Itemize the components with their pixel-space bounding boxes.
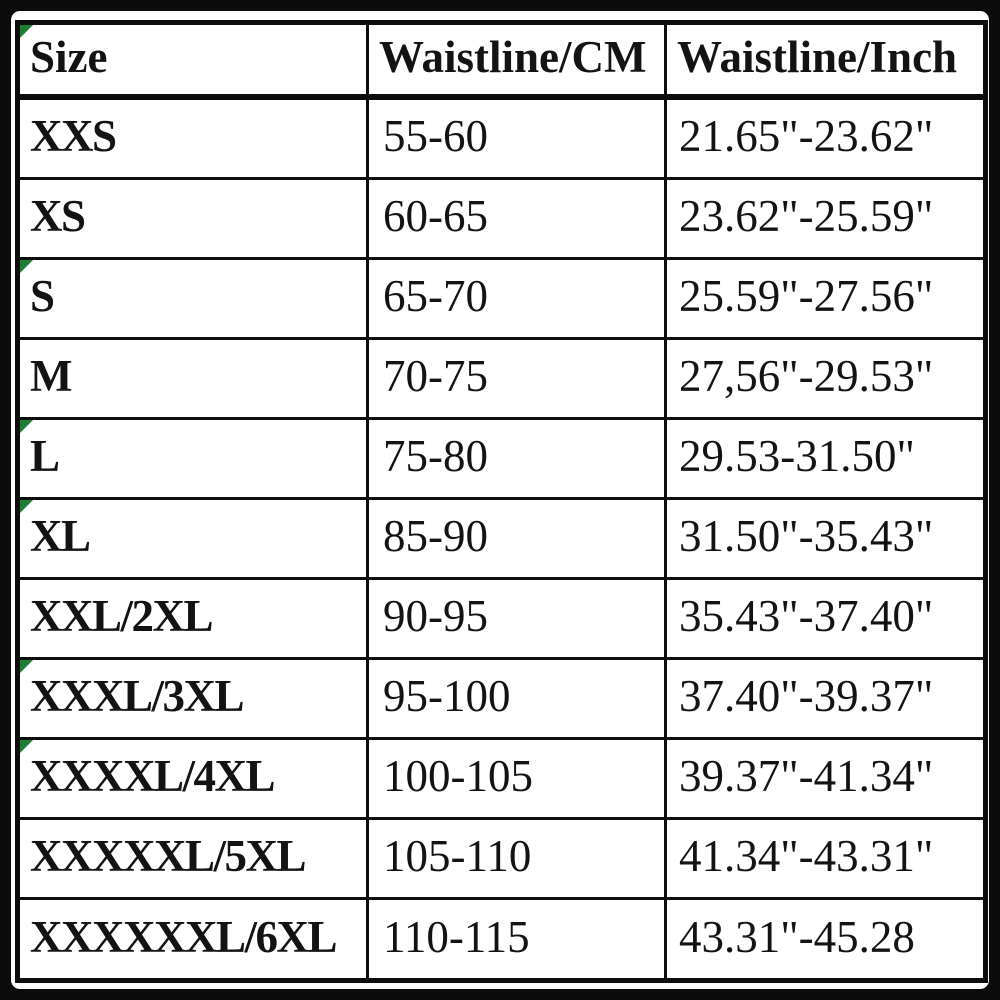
inch-value: 39.37"-41.34" (679, 751, 934, 802)
size-chart-table: Size Waistline/CM Waistline/Inch XXS 55-… (15, 20, 988, 983)
cm-value: 70-75 (383, 351, 488, 402)
table-row: XXXXXL/5XL 105-110 41.34"-43.31" (16, 817, 987, 901)
inch-cell: 37.40"-39.37" (664, 657, 987, 741)
paper-panel: Size Waistline/CM Waistline/Inch XXS 55-… (11, 11, 989, 989)
table-row: S 65-70 25.59"-27.56" (16, 257, 987, 341)
size-value: XXS (30, 110, 117, 161)
cm-value: 100-105 (383, 751, 533, 802)
inch-value: 23.62"-25.59" (679, 191, 934, 242)
table-row: XXL/2XL 90-95 35.43"-37.40" (16, 577, 987, 661)
inch-cell: 41.34"-43.31" (664, 817, 987, 901)
size-cell: XXS (16, 94, 369, 181)
table-row: XL 85-90 31.50"-35.43" (16, 497, 987, 581)
inch-value: 37.40"-39.37" (679, 671, 934, 722)
header-label-inch: Waistline/Inch (677, 31, 958, 82)
cm-cell: 95-100 (366, 657, 667, 741)
size-value: XXXXXL/5XL (30, 831, 307, 882)
inch-cell: 27,56"-29.53" (664, 337, 987, 421)
size-value: XL (30, 511, 91, 562)
cm-cell: 105-110 (366, 817, 667, 901)
header-cell-inch: Waistline/Inch (664, 21, 987, 100)
header-label-size: Size (30, 31, 108, 82)
inch-value: 29.53-31.50" (679, 431, 915, 482)
size-cell: S (16, 257, 369, 341)
cm-cell: 75-80 (366, 417, 667, 501)
cm-value: 105-110 (383, 831, 532, 882)
cm-value: 95-100 (383, 671, 511, 722)
table-header: Size Waistline/CM Waistline/Inch (16, 21, 987, 100)
size-value: XXXXXXL/6XL (30, 911, 338, 962)
size-cell: XS (16, 177, 369, 261)
comment-marker-icon (20, 501, 33, 514)
cm-cell: 110-115 (366, 897, 667, 982)
inch-value: 41.34"-43.31" (679, 831, 934, 882)
inch-value: 35.43"-37.40" (679, 591, 934, 642)
header-label-cm: Waistline/CM (379, 31, 647, 82)
cm-cell: 55-60 (366, 94, 667, 181)
size-value: S (30, 271, 55, 322)
size-value: XS (30, 191, 86, 242)
cm-cell: 70-75 (366, 337, 667, 421)
size-value: L (30, 431, 60, 482)
inch-value: 43.31"-45.28 (679, 911, 915, 962)
inch-value: 31.50"-35.43" (679, 511, 934, 562)
table-row: XXS 55-60 21.65"-23.62" (16, 94, 987, 181)
cm-cell: 90-95 (366, 577, 667, 661)
inch-cell: 21.65"-23.62" (664, 94, 987, 181)
cm-value: 65-70 (383, 271, 488, 322)
cm-cell: 85-90 (366, 497, 667, 581)
cm-value: 90-95 (383, 591, 488, 642)
header-cell-cm: Waistline/CM (366, 21, 667, 100)
size-cell: XXXL/3XL (16, 657, 369, 741)
cm-value: 110-115 (383, 911, 530, 962)
cm-cell: 100-105 (366, 737, 667, 821)
inch-cell: 31.50"-35.43" (664, 497, 987, 581)
inch-value: 25.59"-27.56" (679, 271, 934, 322)
size-cell: M (16, 337, 369, 421)
comment-marker-icon (20, 421, 33, 434)
comment-marker-icon (20, 661, 33, 674)
header-row: Size Waistline/CM Waistline/Inch (16, 21, 987, 100)
size-cell: XXXXXL/5XL (16, 817, 369, 901)
inch-value: 27,56"-29.53" (679, 351, 934, 402)
cm-cell: 65-70 (366, 257, 667, 341)
size-cell: XXXXXXL/6XL (16, 897, 369, 982)
size-value: M (30, 351, 72, 402)
inch-cell: 43.31"-45.28 (664, 897, 987, 982)
inch-cell: 39.37"-41.34" (664, 737, 987, 821)
inch-cell: 25.59"-27.56" (664, 257, 987, 341)
inch-cell: 29.53-31.50" (664, 417, 987, 501)
size-cell: L (16, 417, 369, 501)
table-row: XXXL/3XL 95-100 37.40"-39.37" (16, 657, 987, 741)
size-value: XXXL/3XL (30, 671, 245, 722)
table-row: XXXXXXL/6XL 110-115 43.31"-45.28 (16, 897, 987, 982)
table-row: L 75-80 29.53-31.50" (16, 417, 987, 501)
comment-marker-icon (20, 741, 33, 754)
table-body: XXS 55-60 21.65"-23.62" XS 60-65 23.62"-… (16, 94, 987, 982)
cm-value: 75-80 (383, 431, 488, 482)
size-cell: XXL/2XL (16, 577, 369, 661)
cm-value: 60-65 (383, 191, 488, 242)
size-cell: XL (16, 497, 369, 581)
cm-value: 55-60 (383, 110, 488, 161)
comment-marker-icon (20, 261, 33, 274)
size-value: XXXXL/4XL (30, 751, 276, 802)
size-cell: XXXXL/4XL (16, 737, 369, 821)
table-row: XXXXL/4XL 100-105 39.37"-41.34" (16, 737, 987, 821)
header-cell-size: Size (16, 21, 369, 100)
table-row: XS 60-65 23.62"-25.59" (16, 177, 987, 261)
inch-value: 21.65"-23.62" (679, 110, 934, 161)
cm-value: 85-90 (383, 511, 488, 562)
inch-cell: 35.43"-37.40" (664, 577, 987, 661)
size-value: XXL/2XL (30, 591, 214, 642)
comment-marker-icon (20, 25, 33, 38)
cm-cell: 60-65 (366, 177, 667, 261)
table-row: M 70-75 27,56"-29.53" (16, 337, 987, 421)
inch-cell: 23.62"-25.59" (664, 177, 987, 261)
